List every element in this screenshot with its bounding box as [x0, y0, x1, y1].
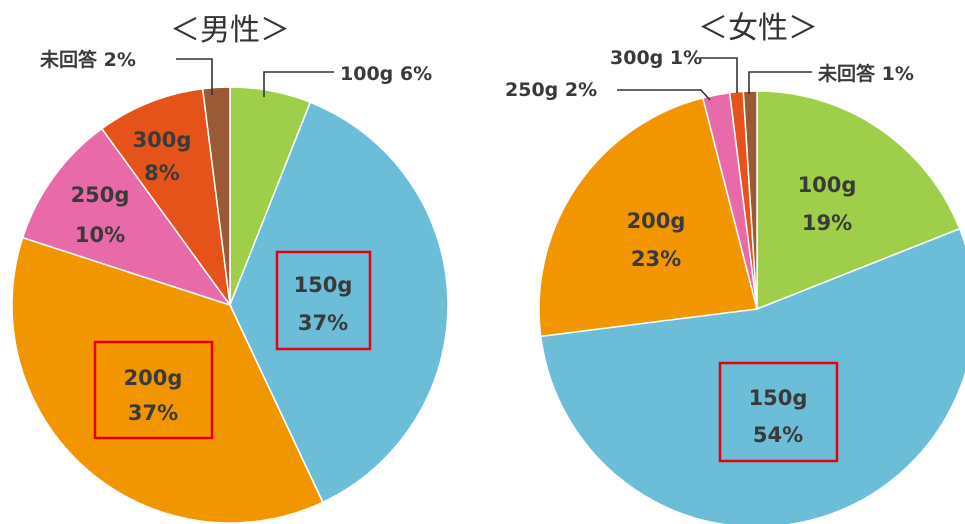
male-label-250g-pct: 10% — [75, 223, 125, 247]
male-label-200g: 200g — [124, 366, 183, 390]
female-slice-150g — [539, 227, 965, 524]
female-highlight-box-150g — [718, 361, 839, 463]
male-highlight-box-150g — [275, 250, 372, 351]
female-label-300g-external: 300g 1% — [610, 47, 702, 69]
female-slice-200g — [538, 96, 758, 338]
female-leader-300g — [700, 57, 738, 93]
female-leader-unanswered — [748, 71, 812, 94]
male-pie-slices — [11, 86, 449, 524]
female-label-100g: 100g — [798, 173, 857, 197]
male-slice-200g — [11, 236, 324, 524]
male-highlight-box-200g — [93, 340, 214, 440]
female-leader-250g — [617, 89, 711, 101]
female-chart-title: ＜女性＞ — [698, 11, 818, 46]
female-label-150g-pct: 54% — [753, 423, 803, 447]
male-label-250g: 250g — [71, 183, 130, 207]
female-label-200g: 200g — [627, 209, 686, 233]
female-slice-100g — [756, 90, 961, 311]
male-chart-title: ＜男性＞ — [170, 13, 290, 48]
male-label-150g: 150g — [294, 273, 353, 297]
female-pie-slices — [538, 90, 965, 524]
male-label-300g-pct: 8% — [144, 161, 180, 185]
male-slice-unanswered — [201, 86, 231, 306]
male-pie-chart: ＜男性＞ 100g 6% 未回答 2% 300g 8% 250g 10% 150… — [11, 13, 449, 524]
male-label-300g: 300g — [133, 128, 192, 152]
female-label-100g-pct: 19% — [802, 211, 852, 235]
male-label-100g-external: 100g 6% — [340, 63, 432, 85]
female-label-200g-pct: 23% — [631, 247, 681, 271]
female-label-150g: 150g — [749, 386, 808, 410]
male-label-unanswered-external: 未回答 2% — [39, 48, 136, 71]
male-label-150g-pct: 37% — [298, 311, 348, 335]
female-slice-unanswered — [742, 90, 758, 310]
female-label-unanswered-external: 未回答 1% — [817, 62, 914, 85]
male-slice-250g — [21, 127, 232, 307]
male-slice-300g — [100, 87, 231, 306]
male-leader-100g — [263, 71, 334, 97]
female-label-250g-external: 250g 2% — [505, 79, 597, 101]
male-label-200g-pct: 37% — [128, 401, 178, 425]
female-pie-chart: ＜女性＞ 300g 1% 250g 2% 未回答 1% 100g 19% 200… — [505, 11, 965, 524]
male-leader-unanswered — [176, 58, 213, 95]
male-slice-150g — [229, 101, 449, 504]
